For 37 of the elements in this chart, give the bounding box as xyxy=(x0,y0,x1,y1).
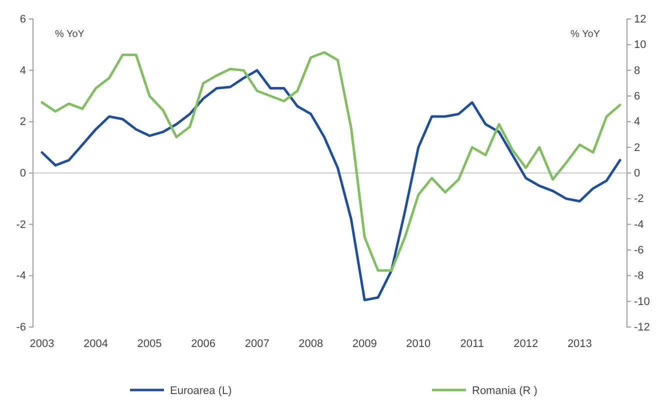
x-tick-label: 2004 xyxy=(84,338,108,350)
x-tick-label: 2010 xyxy=(406,338,431,350)
y2-tick-label: -12 xyxy=(634,322,650,334)
y2-tick-label: -10 xyxy=(634,296,650,308)
y-tick-label: 2 xyxy=(20,116,26,128)
x-tick-label: 2011 xyxy=(460,338,484,350)
y2-tick-label: 2 xyxy=(634,142,640,154)
y2-tick-label: 10 xyxy=(634,39,646,52)
y2-tick-label: -4 xyxy=(634,218,644,231)
x-tick-label: 2007 xyxy=(244,338,270,350)
x-tick-label: 2013 xyxy=(567,338,592,350)
y2-tick-label: 12 xyxy=(634,14,646,26)
x-tick-label: 2012 xyxy=(514,338,538,350)
y2-tick-label: -2 xyxy=(634,193,644,206)
x-tick-label: 2003 xyxy=(30,338,54,350)
x-tick-label: 2006 xyxy=(191,338,216,350)
y2-tick-label: -8 xyxy=(634,270,644,282)
y2-tick-label: 6 xyxy=(634,90,640,103)
y-tick-label: 6 xyxy=(20,14,26,26)
y2-tick-label: 4 xyxy=(634,116,640,128)
y2-tick-label: -6 xyxy=(634,244,644,257)
line-series xyxy=(40,51,622,272)
y-tick-label: -2 xyxy=(16,218,26,231)
y2-tick-label: 0 xyxy=(634,168,640,180)
x-tick-label: 2009 xyxy=(352,338,377,350)
legend-label: Romania (R ) xyxy=(472,385,538,397)
legend-label: Euroarea (L) xyxy=(170,385,232,397)
y2-tick-label: 8 xyxy=(634,64,640,77)
y-tick-label: -4 xyxy=(16,270,26,282)
y2-axis-title: % YoY xyxy=(570,29,600,40)
x-tick-label: 2005 xyxy=(137,338,162,350)
x-tick-label: 2008 xyxy=(298,338,324,350)
y-axis-title: % YoY xyxy=(55,29,85,40)
line-series xyxy=(40,69,622,302)
y-tick-label: 0 xyxy=(20,168,26,180)
y-tick-label: -6 xyxy=(16,322,26,334)
y-tick-label: 4 xyxy=(20,64,26,77)
